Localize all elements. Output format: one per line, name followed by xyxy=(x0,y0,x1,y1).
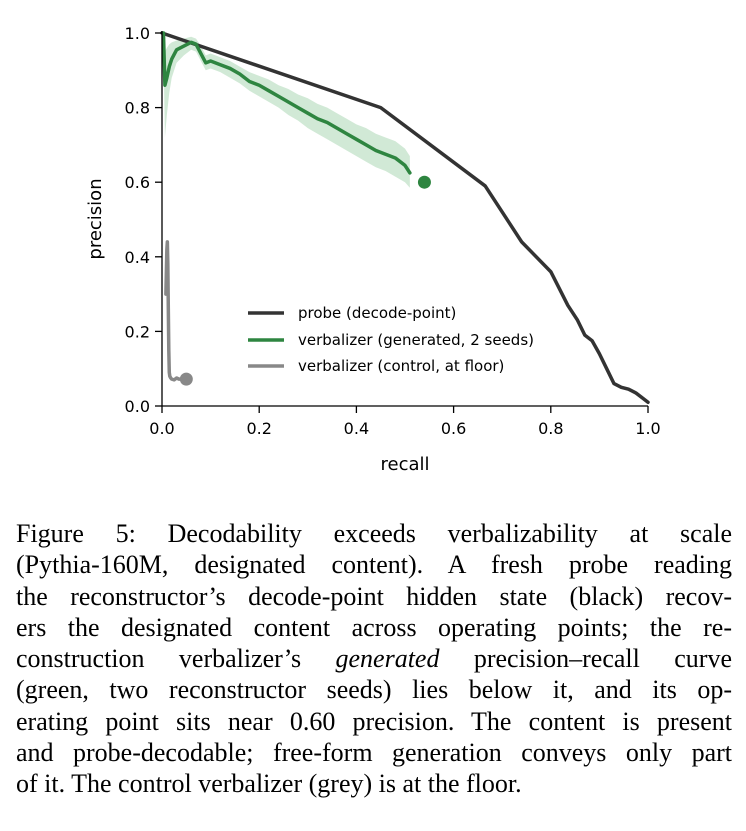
x-tick-label: 1.0 xyxy=(635,419,660,438)
x-axis-label: recall xyxy=(380,454,429,475)
y-axis-label: precision xyxy=(85,178,106,259)
caption-line: (Pythia-160M, designated content). A fre… xyxy=(16,550,732,580)
x-tick-label: 0.8 xyxy=(538,419,563,438)
y-tick-label: 0.6 xyxy=(125,173,150,192)
caption-text: construction verbalizer’s xyxy=(16,644,336,674)
y-tick-label: 0.0 xyxy=(125,397,150,416)
x-tick-label: 0.2 xyxy=(246,419,271,438)
figure-caption: Figure 5: Decodability exceeds verbaliza… xyxy=(16,518,732,800)
series-layer xyxy=(160,31,650,405)
figure: 0.0 0.2 0.4 0.6 0.8 1.0 0.0 0.2 0.4 0.6 0.8 1.0 rec… xyxy=(85,24,661,475)
caption-line: (green, two reconstructor seeds) lies be… xyxy=(16,675,732,705)
caption-emphasis: generated xyxy=(335,644,440,674)
legend-label-verbalizer-generated: verbalizer (generated, 2 seeds) xyxy=(298,331,534,349)
caption-line: Figure 5: Decodability exceeds verbaliza… xyxy=(16,519,732,548)
x-tick-label: 0.6 xyxy=(441,419,466,438)
legend-label-verbalizer-control: verbalizer (control, at floor) xyxy=(298,357,504,375)
y-tick-label: 0.8 xyxy=(125,99,150,118)
probe-line xyxy=(160,31,650,405)
verbalizer-control-line xyxy=(164,240,184,382)
caption-line: of it. The control verbalizer (grey) is … xyxy=(16,769,522,799)
band-layer xyxy=(163,33,410,188)
x-tick-label: 0.4 xyxy=(344,419,369,438)
caption-line: ers the designated content across operat… xyxy=(16,612,732,642)
axes-layer: 0.0 0.2 0.4 0.6 0.8 1.0 0.0 0.2 0.4 0.6 0.8 1.0 xyxy=(125,24,661,438)
verbalizer-control-operating-point xyxy=(179,372,193,386)
verbalizer-generated-band xyxy=(163,33,410,188)
legend-label-probe: probe (decode-point) xyxy=(298,304,456,322)
y-tick-label: 0.2 xyxy=(125,322,150,341)
legend: probe (decode-point) verbalizer (generat… xyxy=(248,304,534,375)
verbalizer-generated-operating-point xyxy=(417,175,431,189)
y-tick-label: 1.0 xyxy=(125,24,150,43)
caption-line: erating point sits near 0.60 precision. … xyxy=(16,706,732,736)
y-tick-label: 0.4 xyxy=(125,248,150,267)
precision-recall-chart: 0.0 0.2 0.4 0.6 0.8 1.0 0.0 0.2 0.4 0.6 0.8 1.0 rec… xyxy=(85,24,661,475)
caption-text: precision–recall curve xyxy=(439,644,732,674)
verbalizer-generated-line xyxy=(161,31,412,175)
caption-line: the reconstructor’s decode-point hidden … xyxy=(16,581,732,611)
x-tick-label: 0.0 xyxy=(149,419,174,438)
caption-line: construction verbalizer’s generated prec… xyxy=(16,643,732,674)
caption-line: and probe-decodable; free-form generatio… xyxy=(16,738,732,768)
